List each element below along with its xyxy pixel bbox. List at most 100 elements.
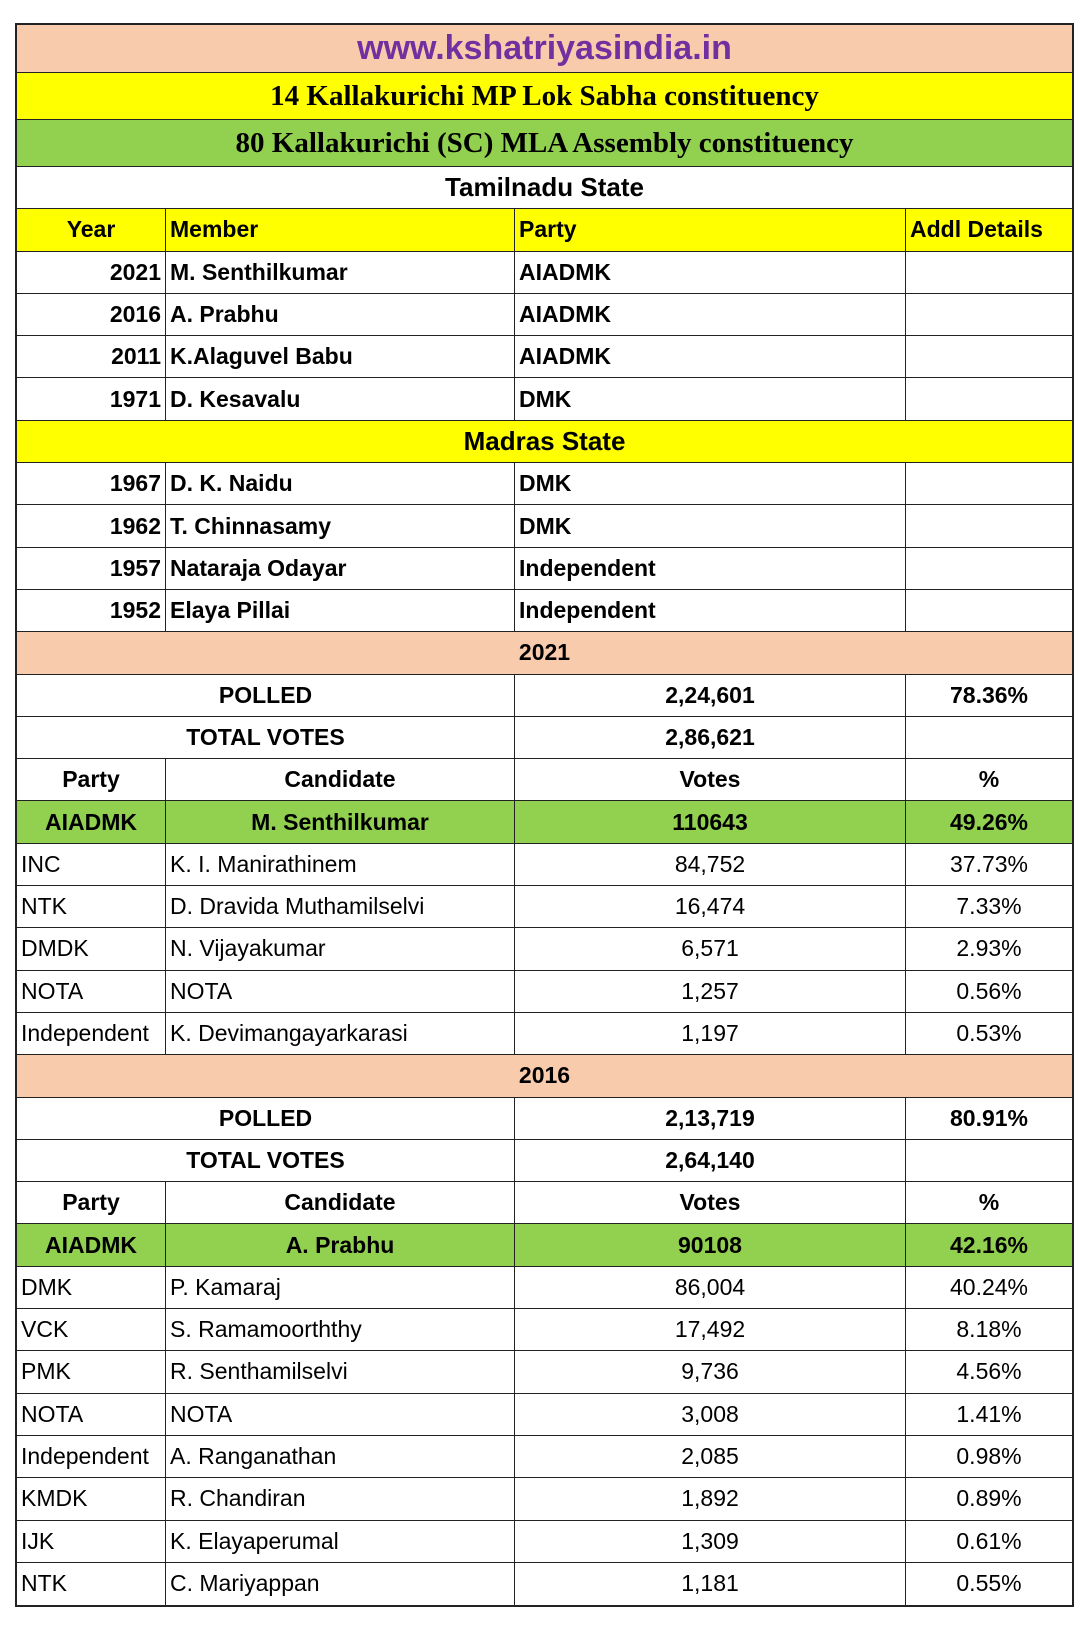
addl-details [906, 548, 1072, 589]
member-row: 1962 T. Chinnasamy DMK [17, 505, 1072, 548]
column-header: Party [17, 1182, 166, 1224]
total-votes-row: TOTAL VOTES 2,86,621 [17, 716, 1072, 760]
votes: 90108 [515, 1224, 906, 1266]
party: AIADMK [515, 251, 906, 293]
addl-details [906, 252, 1072, 293]
total-votes-label: TOTAL VOTES [17, 716, 515, 759]
column-header: Votes [515, 759, 906, 801]
party: DMK [515, 378, 906, 420]
column-header: Addl Details [910, 216, 1043, 243]
candidate-row: NTK D. Dravida Muthamilselvi 16,474 7.33% [17, 886, 1072, 929]
vote-percent: 37.73% [949, 850, 1028, 877]
member-name: Nataraja Odayar [166, 547, 515, 589]
total-votes-label: TOTAL VOTES [17, 1139, 515, 1182]
column-header: Votes [515, 1182, 906, 1224]
total-votes: 2,86,621 [515, 716, 906, 759]
election-year: 2021 [518, 639, 571, 666]
candidate-row: Independent A. Ranganathan 2,085 0.98% [17, 1435, 1072, 1479]
polled-label: POLLED [17, 1097, 515, 1139]
votes: 16,474 [515, 886, 906, 928]
candidate-name: NOTA [166, 1393, 515, 1435]
addl-details [906, 294, 1072, 335]
candidate-name: R. Senthamilselvi [166, 1351, 515, 1393]
mp-title-row: 14 Kallakurichi MP Lok Sabha constituenc… [17, 73, 1072, 120]
party: NOTA [17, 1393, 166, 1435]
member-row: 2011 K.Alaguvel Babu AIADMK [17, 336, 1072, 379]
candidate-name: K. Devimangayarkarasi [166, 1012, 515, 1055]
addl-details [906, 505, 1072, 546]
party: Independent [515, 547, 906, 589]
member-row: 1952 Elaya Pillai Independent [17, 589, 1072, 633]
votes: 3,008 [515, 1393, 906, 1435]
empty-cell [906, 1140, 1072, 1181]
votes: 1,257 [515, 970, 906, 1012]
mla-constituency-title: 80 Kallakurichi (SC) MLA Assembly consti… [235, 126, 854, 159]
winner-row: AIADMK A. Prabhu 90108 42.16% [17, 1224, 1072, 1267]
party: INC [17, 843, 166, 886]
candidate-name: N. Vijayakumar [166, 928, 515, 970]
party: DMK [515, 505, 906, 547]
state-name: Tamilnadu State [445, 172, 644, 203]
mp-constituency-title: 14 Kallakurichi MP Lok Sabha constituenc… [270, 79, 819, 112]
candidate-name: K. I. Manirathinem [166, 843, 515, 886]
mla-title-row: 80 Kallakurichi (SC) MLA Assembly consti… [17, 120, 1072, 167]
polled-votes: 2,24,601 [515, 674, 906, 716]
votes: 9,736 [515, 1351, 906, 1393]
election-year-row: 2016 [17, 1055, 1072, 1098]
candidate-name: P. Kamaraj [166, 1266, 515, 1309]
addl-details [906, 336, 1072, 377]
column-header: Candidate [166, 759, 515, 801]
polled-row: POLLED 2,24,601 78.36% [17, 674, 1072, 717]
column-header: Member [166, 209, 515, 251]
election-year-row: 2021 [17, 632, 1072, 675]
empty-cell [906, 717, 1072, 758]
member-row: 2021 M. Senthilkumar AIADMK [17, 251, 1072, 294]
votes: 84,752 [515, 843, 906, 886]
polled-votes: 2,13,719 [515, 1097, 906, 1139]
candidate-name: K. Elayaperumal [166, 1520, 515, 1562]
candidate-name: NOTA [166, 970, 515, 1012]
results-header-row: Party Candidate Votes% [17, 1182, 1072, 1225]
party: AIADMK [515, 293, 906, 336]
year: 1957 [17, 547, 166, 589]
candidate-name: D. Dravida Muthamilselvi [166, 886, 515, 928]
candidate-name: R. Chandiran [166, 1478, 515, 1520]
candidate-row: IJK K. Elayaperumal 1,309 0.61% [17, 1520, 1072, 1563]
addl-details [906, 590, 1072, 631]
member-row: 2016 A. Prabhu AIADMK [17, 293, 1072, 337]
votes: 1,197 [515, 1012, 906, 1055]
state-heading: Tamilnadu State [17, 167, 1072, 210]
addl-details [906, 378, 1072, 419]
party: NTK [17, 1562, 166, 1606]
votes: 6,571 [515, 928, 906, 970]
candidate-row: NOTA NOTA 1,257 0.56% [17, 970, 1072, 1013]
vote-percent: 7.33% [956, 893, 1022, 920]
site-url[interactable]: www.kshatriyasindia.in [357, 29, 732, 67]
candidate-row: NOTA NOTA 3,008 1.41% [17, 1393, 1072, 1436]
state-heading: Madras State [17, 420, 1072, 464]
results-header-row: Party Candidate Votes% [17, 759, 1072, 802]
vote-percent: 0.56% [956, 977, 1022, 1004]
party: NOTA [17, 970, 166, 1012]
candidate-name: M. Senthilkumar [166, 801, 515, 843]
polled-row: POLLED 2,13,719 80.91% [17, 1097, 1072, 1140]
candidate-row: PMK R. Senthamilselvi 9,736 4.56% [17, 1351, 1072, 1394]
column-header: Party [515, 209, 906, 251]
state-name: Madras State [463, 425, 626, 456]
polled-percent: 78.36% [949, 681, 1028, 708]
votes: 110643 [515, 801, 906, 843]
members-header-row: Year Member Party Addl Details [17, 209, 1072, 252]
votes: 1,309 [515, 1520, 906, 1562]
party: IJK [17, 1520, 166, 1562]
year: 1971 [17, 378, 166, 420]
total-votes-row: TOTAL VOTES 2,64,140 [17, 1139, 1072, 1183]
party: PMK [17, 1351, 166, 1393]
votes: 1,181 [515, 1562, 906, 1606]
year: 1967 [17, 463, 166, 505]
party: NTK [17, 886, 166, 928]
constituency-table: www.kshatriyasindia.in 14 Kallakurichi M… [15, 23, 1074, 1608]
column-header: % [978, 766, 1000, 793]
candidate-row: KMDK R. Chandiran 1,892 0.89% [17, 1478, 1072, 1521]
candidate-row: Independent K. Devimangayarkarasi 1,197 0.5… [17, 1012, 1072, 1056]
year: 2016 [17, 293, 166, 336]
